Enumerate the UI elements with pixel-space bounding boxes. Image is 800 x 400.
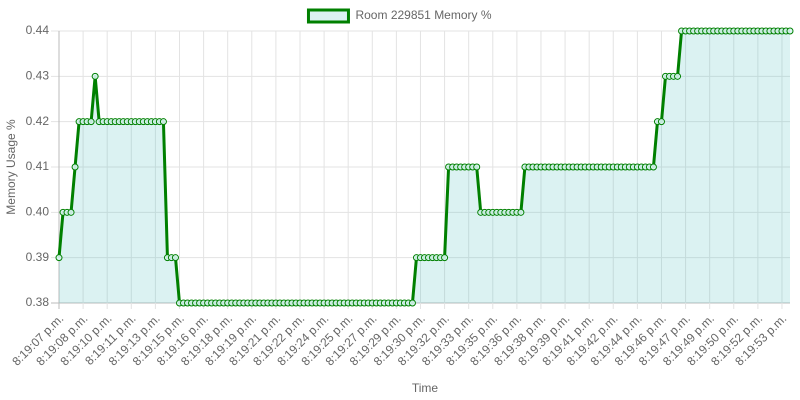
y-tick-label: 0.38 <box>26 295 50 309</box>
point <box>91 72 99 80</box>
y-tick-label: 0.42 <box>26 114 50 128</box>
y-tick-label: 0.40 <box>26 205 50 219</box>
point <box>171 254 179 262</box>
point <box>67 208 75 216</box>
point <box>441 254 449 262</box>
point <box>55 254 63 262</box>
point <box>657 118 665 126</box>
legend-swatch <box>306 8 350 24</box>
point <box>649 163 657 171</box>
y-tick-label: 0.43 <box>26 69 50 83</box>
point <box>786 27 794 35</box>
y-tick-label: 0.41 <box>26 159 50 173</box>
y-tick-label: 0.44 <box>26 23 50 37</box>
y-axis-title: Memory Usage % <box>4 119 18 215</box>
point <box>159 118 167 126</box>
x-axis-title: Time <box>412 381 439 395</box>
area <box>59 31 790 303</box>
point <box>408 299 416 307</box>
legend-label: Room 229851 Memory % <box>355 8 491 22</box>
point <box>87 118 95 126</box>
y-tick-label: 0.39 <box>26 250 50 264</box>
point <box>674 72 682 80</box>
point <box>517 208 525 216</box>
point <box>71 163 79 171</box>
point <box>473 163 481 171</box>
